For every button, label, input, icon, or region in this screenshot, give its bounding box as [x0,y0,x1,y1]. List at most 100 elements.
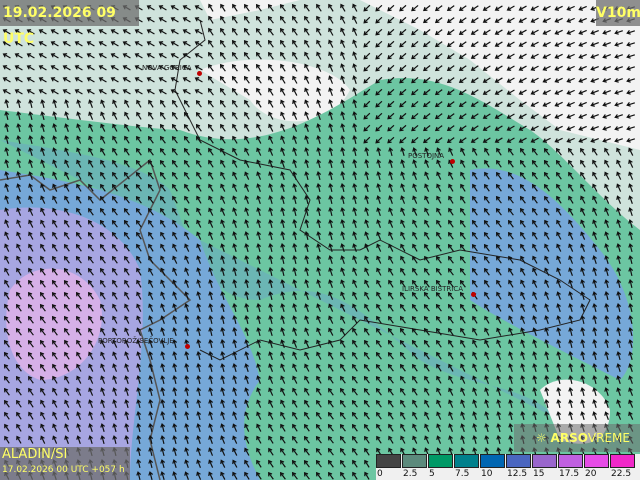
wind-arrow [472,159,478,168]
wind-arrow [568,267,573,276]
wind-arrow [232,411,238,420]
wind-arrow [232,375,238,385]
wind-arrow [340,147,346,157]
wind-arrow [244,195,249,204]
wind-arrow [328,183,334,193]
wind-arrow [364,327,370,336]
wind-arrow [328,111,333,120]
wind-arrow [376,279,382,288]
wind-arrow [518,89,527,95]
wind-arrow [460,159,466,168]
wind-arrow [578,29,587,35]
wind-arrow [231,87,238,96]
wind-arrow [112,123,118,132]
wind-arrow [292,423,298,432]
wind-arrow [568,339,574,349]
wind-arrow [158,29,167,35]
wind-arrow [316,51,322,60]
wind-arrow [158,77,167,83]
wind-arrow [470,17,479,23]
wind-arrow [328,87,333,96]
wind-arrow [292,315,297,324]
wind-arrow [328,39,334,48]
wind-arrow [316,111,321,120]
wind-arrow [590,101,599,107]
wind-arrow [52,99,58,109]
wind-arrow [208,363,214,373]
wind-arrow [184,255,190,264]
wind-arrow [100,171,106,180]
wind-arrow [184,183,190,192]
wind-arrow [376,435,382,444]
forecast-datetime: 19.02.2026 09 UTC [0,0,139,47]
wind-arrow [423,113,431,120]
wind-arrow [494,89,503,95]
wind-arrow [256,99,262,108]
wind-arrow [244,147,250,156]
wind-arrow [268,183,273,192]
wind-arrow [220,27,226,36]
wind-arrow [616,207,621,216]
wind-arrow [376,171,382,181]
wind-arrow [280,279,286,289]
wind-arrow [470,65,479,71]
wind-arrow [87,267,94,276]
model-run: 17.02.2026 00 UTC +057 h [2,465,125,475]
wind-arrow [448,183,454,192]
wind-arrow [387,375,394,384]
wind-arrow [508,327,514,336]
wind-arrow [448,207,454,216]
wind-arrow [375,16,383,24]
wind-arrow [496,147,502,156]
wind-arrow [158,41,167,47]
wind-arrow [628,303,634,313]
wind-arrow [160,387,166,397]
wind-arrow [124,279,130,288]
wind-arrow [412,219,418,228]
wind-arrow [387,52,395,60]
wind-arrow [568,243,574,252]
wind-arrow [434,113,443,120]
wind-arrow [255,27,262,36]
wind-arrow [256,315,262,325]
wind-arrow [375,64,383,72]
wind-arrow [220,411,225,420]
wind-arrow [399,76,407,84]
wind-arrow [556,195,562,204]
wind-arrow [62,77,71,83]
city-marker [197,71,202,76]
wind-arrow [483,219,490,228]
wind-arrow [590,53,599,59]
wind-arrow [40,135,45,144]
wind-arrow [628,363,633,372]
wind-arrow [363,136,371,144]
wind-arrow [340,159,346,169]
wind-arrow [244,87,250,96]
wind-arrow [316,411,322,420]
wind-arrow [411,4,419,12]
wind-arrow [604,207,610,216]
wind-arrow [172,435,178,445]
wind-arrow [399,16,407,24]
wind-arrow [508,339,514,348]
wind-arrow [340,231,346,241]
wind-arrow [376,423,382,432]
wind-arrow [566,89,575,95]
wind-arrow [232,231,237,240]
wind-arrow [64,171,70,180]
wind-arrow [52,255,58,264]
wind-arrow [542,65,551,71]
wind-arrow [292,291,298,301]
wind-arrow [40,255,46,264]
wind-arrow [531,147,538,156]
wind-arrow [614,126,623,131]
wind-arrow [352,207,358,217]
wind-arrow [159,147,166,156]
wind-arrow [27,315,34,324]
wind-arrow [472,435,478,445]
wind-arrow [436,171,442,180]
wind-arrow [376,327,382,336]
wind-arrow [40,423,46,432]
wind-arrow [256,411,262,420]
wind-arrow [518,41,527,47]
